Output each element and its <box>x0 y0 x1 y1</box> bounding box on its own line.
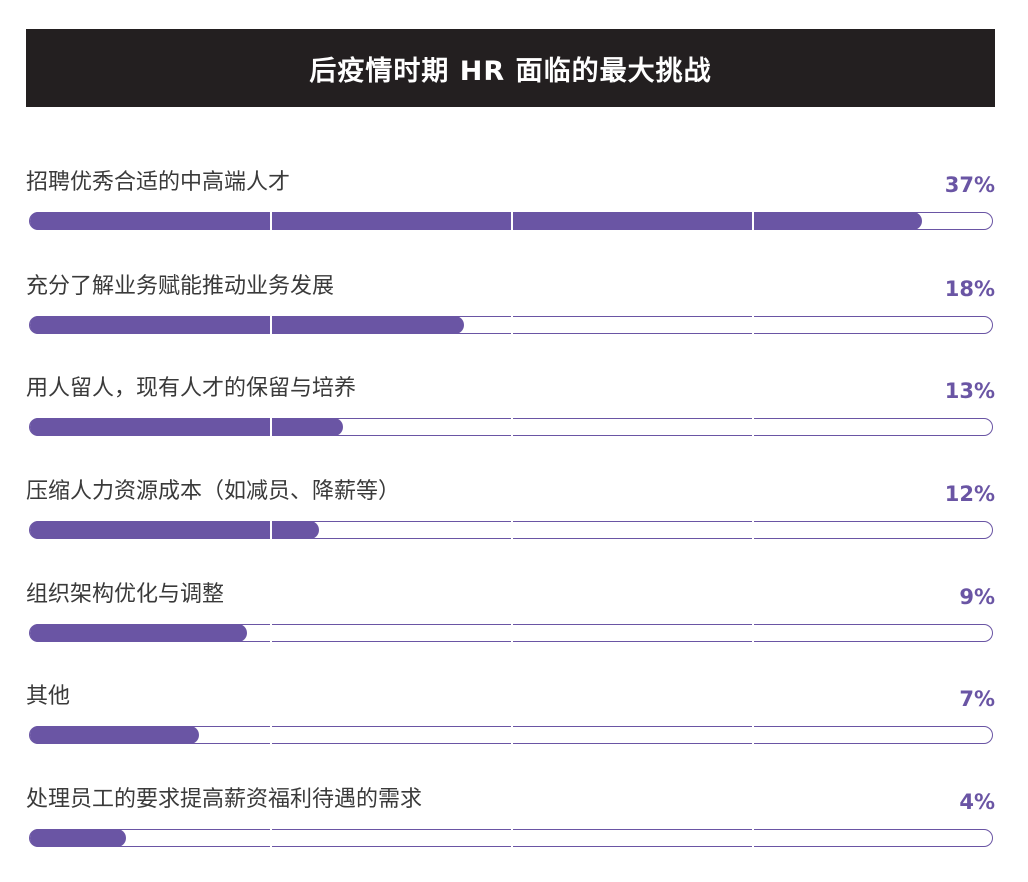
bar-track <box>29 415 993 440</box>
bar-divider <box>752 209 754 234</box>
bar-divider <box>511 209 513 234</box>
category-label: 其他 <box>26 684 71 709</box>
bar-divider <box>511 723 513 748</box>
bar-divider <box>511 826 513 851</box>
category-label: 招聘优秀合适的中高端人才 <box>26 170 291 195</box>
chart-title: 后疫情时期 HR 面临的最大挑战 <box>309 55 712 87</box>
category-label: 处理员工的要求提高薪资福利待遇的需求 <box>26 787 423 812</box>
bar-track <box>29 313 993 338</box>
category-label: 压缩人力资源成本（如减员、降薪等） <box>26 479 401 504</box>
bar-row: 处理员工的要求提高薪资福利待遇的需求 4% <box>26 785 995 875</box>
bar-track <box>29 826 993 851</box>
bar-track <box>29 209 993 234</box>
bar-track <box>29 723 993 748</box>
bar-row: 招聘优秀合适的中高端人才 37% <box>26 168 995 258</box>
value-label: 9% <box>959 585 995 609</box>
bar-divider <box>752 313 754 338</box>
category-label: 组织架构优化与调整 <box>26 582 225 607</box>
value-label: 4% <box>959 790 995 814</box>
bar-fill <box>30 211 922 230</box>
bar-divider <box>270 518 272 543</box>
value-label: 12% <box>944 482 995 506</box>
bar-fill <box>30 725 199 744</box>
bar-track <box>29 621 993 646</box>
value-label: 18% <box>944 277 995 301</box>
bar-divider <box>511 415 513 440</box>
bar-row: 其他 7% <box>26 682 995 772</box>
bar-fill <box>30 315 464 334</box>
bar-track <box>29 518 993 543</box>
bar-divider <box>752 518 754 543</box>
value-label: 37% <box>944 173 995 197</box>
bar-divider <box>752 826 754 851</box>
bar-divider <box>270 621 272 646</box>
bar-fill <box>30 623 247 642</box>
bar-divider <box>511 313 513 338</box>
value-label: 7% <box>959 687 995 711</box>
bar-divider <box>270 826 272 851</box>
bar-row: 用人留人，现有人才的保留与培养 13% <box>26 374 995 464</box>
bar-divider <box>270 313 272 338</box>
chart-title-bar: 后疫情时期 HR 面临的最大挑战 <box>26 29 995 107</box>
bar-row: 组织架构优化与调整 9% <box>26 580 995 670</box>
bar-divider <box>752 415 754 440</box>
bar-divider <box>270 723 272 748</box>
bar-divider <box>270 209 272 234</box>
bar-divider <box>752 723 754 748</box>
bar-divider <box>511 518 513 543</box>
bar-row: 充分了解业务赋能推动业务发展 18% <box>26 272 995 362</box>
bar-fill <box>30 520 320 539</box>
bar-divider <box>270 415 272 440</box>
category-label: 充分了解业务赋能推动业务发展 <box>26 274 335 299</box>
bar-fill <box>30 828 127 847</box>
bar-divider <box>511 621 513 646</box>
bar-row: 压缩人力资源成本（如减员、降薪等） 12% <box>26 477 995 567</box>
value-label: 13% <box>944 379 995 403</box>
bar-fill <box>30 417 344 436</box>
category-label: 用人留人，现有人才的保留与培养 <box>26 376 357 401</box>
bar-divider <box>752 621 754 646</box>
